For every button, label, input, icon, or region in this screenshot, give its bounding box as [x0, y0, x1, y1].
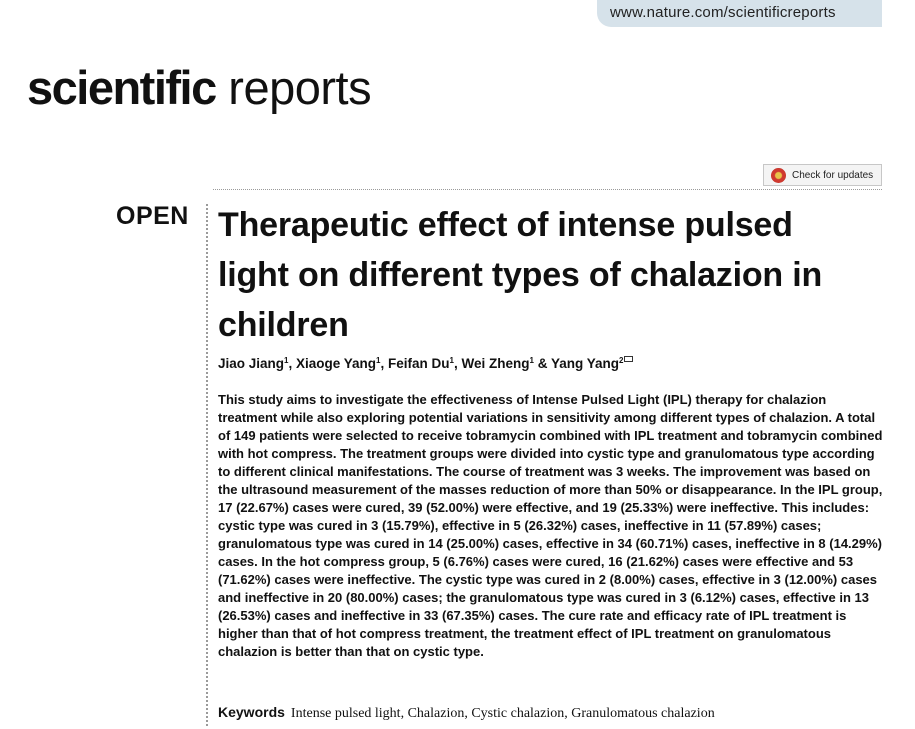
journal-logo-bold: scientific	[27, 61, 217, 114]
header-divider	[213, 189, 882, 190]
keywords-line: Keywords Intense pulsed light, Chalazion,…	[218, 704, 715, 722]
author-1[interactable]: Jiao Jiang1	[218, 356, 289, 371]
check-for-updates-button[interactable]: Check for updates	[763, 164, 882, 186]
journal-url[interactable]: www.nature.com/scientificreports	[597, 0, 882, 27]
journal-logo-light: reports	[215, 61, 372, 114]
sidebar-divider	[206, 204, 208, 726]
journal-logo: scientific reports	[27, 61, 372, 114]
abstract-text: This study aims to investigate the effec…	[218, 392, 883, 659]
author-2[interactable]: Xiaoge Yang1	[296, 356, 381, 371]
check-for-updates-label: Check for updates	[792, 169, 874, 181]
keywords-label: Keywords	[218, 704, 285, 720]
email-icon[interactable]	[624, 356, 634, 362]
author-5[interactable]: Yang Yang2	[550, 356, 624, 371]
keywords-values: Intense pulsed light, Chalazion, Cystic …	[290, 706, 715, 721]
author-4[interactable]: Wei Zheng1	[461, 356, 534, 371]
author-3[interactable]: Feifan Du1	[388, 356, 454, 371]
article-title: Therapeutic effect of intense pulsed lig…	[218, 206, 823, 344]
crossmark-icon	[771, 167, 786, 183]
open-access-label: OPEN	[116, 202, 189, 230]
author-list: Jiao Jiang1, Xiaoge Yang1, Feifan Du1, W…	[218, 356, 878, 371]
